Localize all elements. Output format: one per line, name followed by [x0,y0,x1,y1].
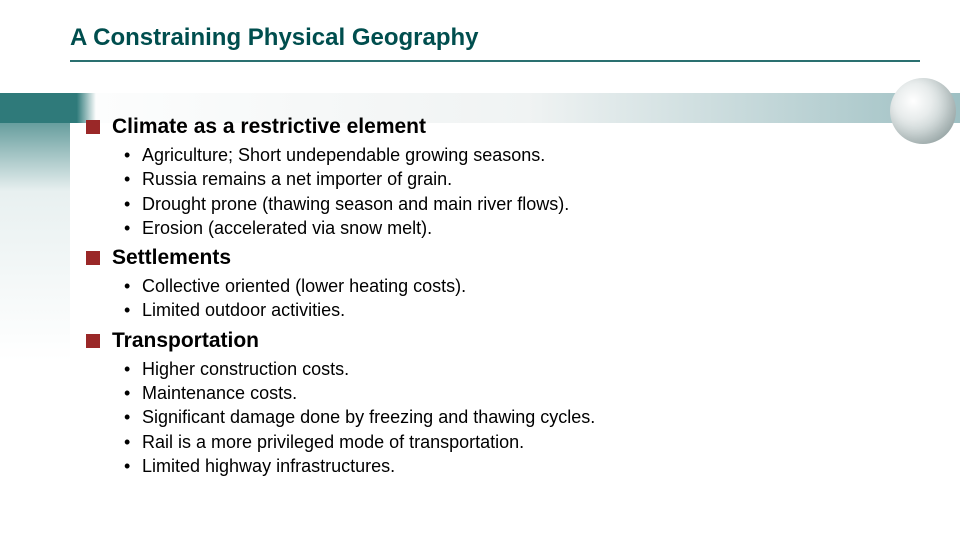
section-heading: Settlements [112,246,231,270]
list-item: Agriculture; Short undependable growing … [124,143,920,167]
list-item: Collective oriented (lower heating costs… [124,274,920,298]
bullet-list: Higher construction costs. Maintenance c… [86,357,920,478]
bullet-square-icon [86,334,100,348]
section-heading: Transportation [112,329,259,353]
title-area: A Constraining Physical Geography [70,24,920,62]
section-transportation: Transportation Higher construction costs… [86,329,920,478]
list-item: Significant damage done by freezing and … [124,405,920,429]
bullet-square-icon [86,251,100,265]
list-item: Erosion (accelerated via snow melt). [124,216,920,240]
list-item: Maintenance costs. [124,381,920,405]
list-item: Limited outdoor activities. [124,298,920,322]
section-climate: Climate as a restrictive element Agricul… [86,115,920,240]
section-settlements: Settlements Collective oriented (lower h… [86,246,920,323]
section-heading: Climate as a restrictive element [112,115,426,139]
section-head: Settlements [86,246,920,270]
list-item: Drought prone (thawing season and main r… [124,192,920,216]
list-item: Higher construction costs. [124,357,920,381]
list-item: Russia remains a net importer of grain. [124,167,920,191]
left-accent-bar [0,93,70,540]
bullet-list: Agriculture; Short undependable growing … [86,143,920,240]
list-item: Limited highway infrastructures. [124,454,920,478]
bullet-square-icon [86,120,100,134]
bullet-list: Collective oriented (lower heating costs… [86,274,920,323]
section-head: Transportation [86,329,920,353]
list-item: Rail is a more privileged mode of transp… [124,430,920,454]
content-area: Climate as a restrictive element Agricul… [86,115,920,484]
section-head: Climate as a restrictive element [86,115,920,139]
slide-title: A Constraining Physical Geography [70,24,920,62]
